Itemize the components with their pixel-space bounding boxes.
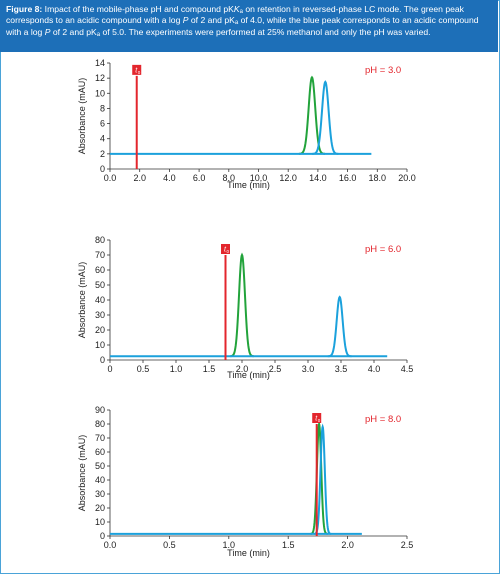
x-tick-label: 1.0	[170, 364, 183, 374]
x-tick-label: 3.0	[302, 364, 315, 374]
green-peak	[230, 252, 254, 358]
t0-marker-sub: 0	[227, 249, 230, 254]
y-tick-label: 30	[95, 310, 105, 320]
y-tick-label: 14	[95, 58, 105, 68]
y-tick-label: 70	[95, 433, 105, 443]
y-tick-label: 2	[100, 149, 105, 159]
ph-annotation: pH = 3.0	[365, 65, 401, 76]
x-tick-label: 0.5	[163, 540, 176, 550]
y-tick-label: 30	[95, 489, 105, 499]
y-tick-label: 10	[95, 340, 105, 350]
x-tick-label: 1.5	[282, 540, 295, 550]
y-tick-label: 60	[95, 265, 105, 275]
caption-text-4: of 4.0, while the blue peak corresponds …	[6, 15, 479, 37]
y-axis-label: Absorbance (mAU)	[77, 262, 87, 339]
y-tick-label: 70	[95, 250, 105, 260]
x-tick-label: 1.0	[223, 540, 236, 550]
x-tick-label: 2.5	[401, 540, 414, 550]
x-tick-label: 0.5	[137, 364, 150, 374]
ph-annotation: pH = 8.0	[365, 414, 401, 425]
chromatogram-ph3: 0 2 4 6 8 10 12 14 0.0 2.0 4.0 6.0 8.0 10.0 12.0 14.0 16…	[77, 58, 416, 190]
caption-italic-k: K	[233, 4, 240, 14]
caption-sub-a: a	[96, 31, 101, 38]
y-axis-label: Absorbance (mAU)	[77, 435, 87, 512]
y-tick-label: 10	[95, 88, 105, 98]
x-tick-label: 4.0	[368, 364, 381, 374]
figure-caption: Figure 8: Impact of the mobile-phase pH …	[0, 0, 498, 52]
caption-text-2: on retention in reversed-phase LC mode. …	[6, 4, 464, 26]
green-peak	[310, 420, 328, 535]
t0-marker-label: t	[315, 416, 318, 423]
y-tick-label: 50	[95, 461, 105, 471]
caption-label: Figure 8:	[6, 4, 43, 14]
x-tick-label: 4.5	[401, 364, 414, 374]
y-tick-label: 60	[95, 447, 105, 457]
x-tick-label: 4.0	[163, 173, 176, 183]
x-tick-label: 2.0	[341, 540, 354, 550]
t0-marker-box	[132, 64, 142, 75]
x-tick-label: 18.0	[369, 173, 387, 183]
caption-text-1: Impact of the mobile-phase pH and compou…	[42, 4, 234, 14]
green-peak	[298, 75, 326, 155]
t0-marker-label: t	[135, 67, 138, 74]
blue-peak	[327, 295, 352, 358]
x-axis-label: Time (min)	[227, 370, 270, 380]
y-tick-label: 40	[95, 475, 105, 485]
caption-text-5: of 2 and pK	[50, 26, 97, 37]
y-tick-label: 0	[100, 531, 105, 541]
x-tick-label: 14.0	[309, 173, 327, 183]
x-tick-label: 8.0	[223, 173, 236, 183]
caption-text-3: of 2 and pK	[188, 15, 235, 26]
x-tick-label: 2.0	[236, 364, 249, 374]
y-axis-label: Absorbance (mAU)	[77, 78, 87, 155]
x-tick-label: 10.0	[250, 173, 268, 183]
x-tick-label: 2.5	[269, 364, 282, 374]
x-tick-label: 0.0	[104, 540, 117, 550]
t0-marker-sub: 0	[138, 70, 141, 75]
chromatogram-ph8: 0 10 20 30 40 50 60 70 80 90 0.0 0.5 1.0 1.5 2.0 2.5 Tim…	[77, 405, 414, 558]
x-tick-label: 12.0	[279, 173, 297, 183]
y-tick-label: 40	[95, 295, 105, 305]
caption-sub-a: a	[234, 20, 239, 27]
x-tick-label: 0	[107, 364, 112, 374]
x-tick-label: 16.0	[339, 173, 357, 183]
x-axis-label: Time (min)	[227, 180, 270, 190]
y-tick-label: 12	[95, 73, 105, 83]
t0-marker-sub: 0	[318, 418, 321, 423]
x-tick-label: 2.0	[133, 173, 146, 183]
caption-sub-a: a	[239, 9, 243, 15]
t0-marker-box	[312, 413, 322, 423]
blue-peak	[312, 80, 339, 155]
caption-italic-p: P	[44, 26, 51, 37]
x-tick-label: 3.5	[335, 364, 348, 374]
y-tick-label: 20	[95, 325, 105, 335]
y-tick-label: 50	[95, 280, 105, 290]
x-tick-label: 0.0	[104, 173, 117, 183]
y-tick-label: 6	[100, 119, 105, 129]
y-tick-label: 10	[95, 517, 105, 527]
t0-marker-box	[221, 244, 230, 254]
y-tick-label: 20	[95, 503, 105, 513]
x-tick-label: 6.0	[193, 173, 206, 183]
y-tick-label: 80	[95, 419, 105, 429]
x-tick-label: 1.5	[203, 364, 216, 374]
y-tick-label: 80	[95, 235, 105, 245]
chromatogram-ph6: 0 10 20 30 40 50 60 70 80 0 0.5 1.0 1.5 2.0 2.5 3.0 3.5 4…	[77, 235, 414, 380]
y-tick-label: 0	[100, 164, 105, 174]
y-tick-label: 8	[100, 103, 105, 113]
caption-italic-p: P	[182, 15, 189, 26]
y-tick-label: 0	[100, 355, 105, 365]
ph-annotation: pH = 6.0	[365, 244, 401, 255]
t0-marker-label: t	[224, 247, 227, 254]
x-axis-label: Time (min)	[227, 548, 270, 558]
caption-text-6: of 5.0. The experiments were performed a…	[100, 26, 431, 37]
y-tick-label: 4	[100, 134, 105, 144]
x-tick-label: 20.0	[398, 173, 416, 183]
y-tick-label: 90	[95, 405, 105, 415]
